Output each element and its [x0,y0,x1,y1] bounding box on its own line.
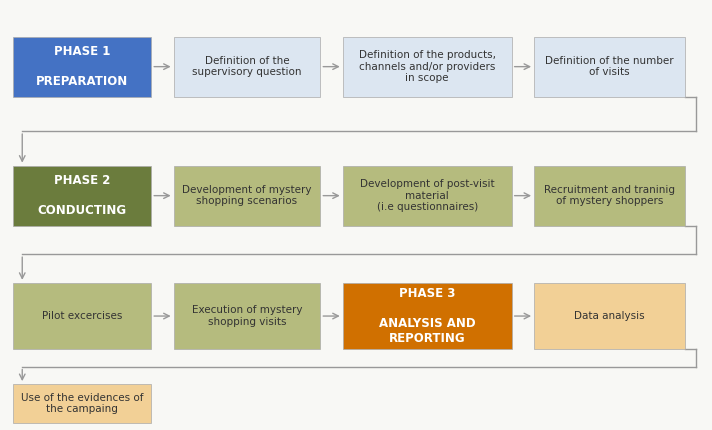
Text: Use of the evidences of
the campaing: Use of the evidences of the campaing [21,393,144,414]
Text: PHASE 2

CONDUCTING: PHASE 2 CONDUCTING [38,174,127,217]
FancyBboxPatch shape [342,283,512,349]
Text: Recruitment and traninig
of mystery shoppers: Recruitment and traninig of mystery shop… [544,185,675,206]
Text: Data analysis: Data analysis [575,311,645,321]
Text: PHASE 1

PREPARATION: PHASE 1 PREPARATION [36,45,128,88]
FancyBboxPatch shape [14,283,151,349]
Text: Definition of the products,
channels and/or providers
in scope: Definition of the products, channels and… [359,50,496,83]
FancyBboxPatch shape [174,166,320,226]
FancyBboxPatch shape [174,283,320,349]
FancyBboxPatch shape [534,283,685,349]
FancyBboxPatch shape [534,37,685,97]
FancyBboxPatch shape [14,166,151,226]
FancyBboxPatch shape [14,384,151,423]
Text: Definition of the
supervisory question: Definition of the supervisory question [192,56,302,77]
FancyBboxPatch shape [342,37,512,97]
FancyBboxPatch shape [534,166,685,226]
Text: Development of post-visit
material
(i.e questionnaires): Development of post-visit material (i.e … [360,179,495,212]
Text: PHASE 3

ANALYSIS AND
REPORTING: PHASE 3 ANALYSIS AND REPORTING [379,287,476,345]
Text: Execution of mystery
shopping visits: Execution of mystery shopping visits [192,305,302,327]
FancyBboxPatch shape [174,37,320,97]
Text: Development of mystery
shopping scenarios: Development of mystery shopping scenario… [182,185,312,206]
Text: Definition of the number
of visits: Definition of the number of visits [545,56,674,77]
Text: Pilot excercises: Pilot excercises [42,311,122,321]
FancyBboxPatch shape [14,37,151,97]
FancyBboxPatch shape [342,166,512,226]
